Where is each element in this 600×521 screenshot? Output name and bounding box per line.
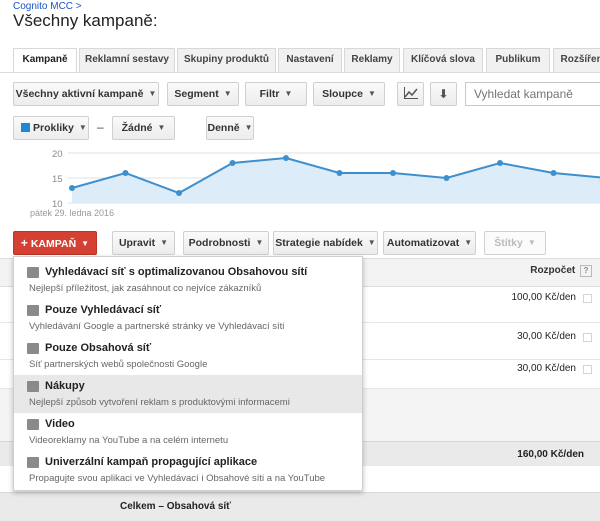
chevron-down-icon: ▼ (367, 89, 376, 98)
search-input[interactable] (465, 82, 600, 106)
chart-date-label: pátek 29. ledna 2016 (30, 208, 115, 218)
chevron-down-icon: ▼ (157, 123, 166, 132)
tab-klicova-slova[interactable]: Klíčová slova (403, 48, 483, 72)
segment-button[interactable]: Segment ▼ (167, 82, 239, 106)
plus-icon: + (20, 236, 28, 250)
chart-point (176, 190, 182, 196)
bid-strategy-button[interactable]: Strategie nabídek ▼ (273, 231, 378, 255)
chevron-down-icon: ▼ (148, 89, 157, 98)
filter-button[interactable]: Filtr ▼ (245, 82, 307, 106)
campaign-type-dropdown: Vyhledávací síť s optimalizovanou Obsaho… (13, 256, 363, 491)
chevron-down-icon: ▼ (527, 238, 536, 247)
add-campaign-button[interactable]: + KAMPAŇ ▼ (13, 231, 97, 255)
download-icon: ⬇ (438, 87, 449, 101)
tab-skupiny-produktu[interactable]: Skupiny produktů (177, 48, 276, 72)
details-button[interactable]: Podrobnosti ▼ (183, 231, 269, 255)
tab-reklamni-sestavy[interactable]: Reklamní sestavy (79, 48, 175, 72)
automate-button[interactable]: Automatizovat ▼ (383, 231, 476, 255)
tab-reklamy[interactable]: Reklamy (344, 48, 400, 72)
dropdown-item-video[interactable]: Video Videoreklamy na YouTube a na celém… (27, 418, 229, 446)
chart-point (229, 160, 236, 166)
chevron-down-icon: ▼ (160, 238, 169, 247)
metric2-select[interactable]: Žádné ▼ (112, 116, 175, 140)
search-display-icon (27, 267, 39, 278)
shopping-tag-icon (27, 381, 39, 392)
dropdown-item-search-only[interactable]: Pouze Vyhledávací síť Vyhledávání Google… (27, 304, 285, 332)
chevron-down-icon: ▼ (81, 239, 90, 248)
line-chart-icon (403, 87, 418, 99)
chart-series-line (71, 156, 600, 195)
budget-edit-box[interactable] (583, 365, 592, 374)
columns-button[interactable]: Sloupce ▼ (313, 82, 385, 106)
chart-toggle-button[interactable] (397, 82, 424, 106)
labels-button[interactable]: Štítky ▼ (484, 231, 546, 255)
chevron-down-icon: ▼ (255, 238, 264, 247)
total-display-label: Celkem – Obsahová síť (120, 501, 231, 512)
budget-edit-box[interactable] (583, 333, 592, 342)
chart-point (390, 170, 396, 176)
edit-button[interactable]: Upravit ▼ (112, 231, 175, 255)
all-active-campaigns-filter[interactable]: Všechny aktivní kampaně ▼ (13, 82, 159, 106)
chart-point (122, 170, 129, 176)
dropdown-item-display-only[interactable]: Pouze Obsahová síť Síť partnerských webů… (27, 342, 208, 370)
chevron-down-icon: ▼ (367, 238, 376, 247)
dropdown-item-universal-app[interactable]: Univerzální kampaň propagující aplikace … (27, 456, 326, 484)
performance-chart (68, 152, 600, 204)
chevron-down-icon: ▼ (78, 123, 87, 132)
budget-value: 100,00 Kč/den (511, 292, 577, 303)
chevron-down-icon: ▼ (223, 89, 232, 98)
page-title: Všechny kampaně: (13, 11, 158, 30)
dropdown-item-shopping[interactable]: Nákupy Nejlepší způsob vytvoření reklam … (14, 375, 362, 413)
tab-divider (0, 72, 600, 73)
y-tick-label: 15 (52, 174, 63, 185)
period-select[interactable]: Denně ▼ (206, 116, 254, 140)
chevron-down-icon: ▼ (284, 89, 293, 98)
chart-point (550, 170, 557, 176)
tab-nastaveni[interactable]: Nastavení (278, 48, 342, 72)
chart-area (72, 158, 600, 203)
budget-column-header[interactable]: Rozpočet ? (530, 265, 592, 277)
display-network-icon (27, 343, 39, 354)
download-button[interactable]: ⬇ (430, 82, 457, 106)
tab-rozsireni[interactable]: Rozšíření (553, 48, 600, 72)
tab-kampane[interactable]: Kampaně (13, 48, 77, 73)
y-tick-label: 20 (52, 149, 63, 160)
budget-value: 30,00 Kč/den (517, 331, 576, 342)
chart-point (497, 160, 503, 166)
metric-swatch (21, 123, 30, 132)
chart-point (336, 170, 343, 176)
video-camera-icon (27, 419, 39, 430)
metric-separator: – (97, 120, 104, 134)
help-icon[interactable]: ? (580, 265, 592, 277)
budget-value: 30,00 Kč/den (517, 363, 576, 374)
total-budget: 160,00 Kč/den (517, 449, 584, 460)
app-icon (27, 457, 39, 468)
search-icon (27, 305, 39, 316)
chart-point (283, 155, 289, 161)
chart-point (443, 175, 450, 181)
tab-publikum[interactable]: Publikum (486, 48, 550, 72)
y-tick-label: 10 (52, 199, 63, 210)
total-display-row (0, 492, 600, 521)
chart-point (69, 185, 75, 191)
budget-edit-box[interactable] (583, 294, 592, 303)
dropdown-item-search-display[interactable]: Vyhledávací síť s optimalizovanou Obsaho… (27, 266, 308, 294)
chevron-down-icon: ▼ (244, 123, 253, 132)
breadcrumb[interactable]: Cognito MCC > (13, 1, 82, 12)
chevron-down-icon: ▼ (464, 238, 473, 247)
metric1-select[interactable]: Prokliky ▼ (13, 116, 89, 140)
